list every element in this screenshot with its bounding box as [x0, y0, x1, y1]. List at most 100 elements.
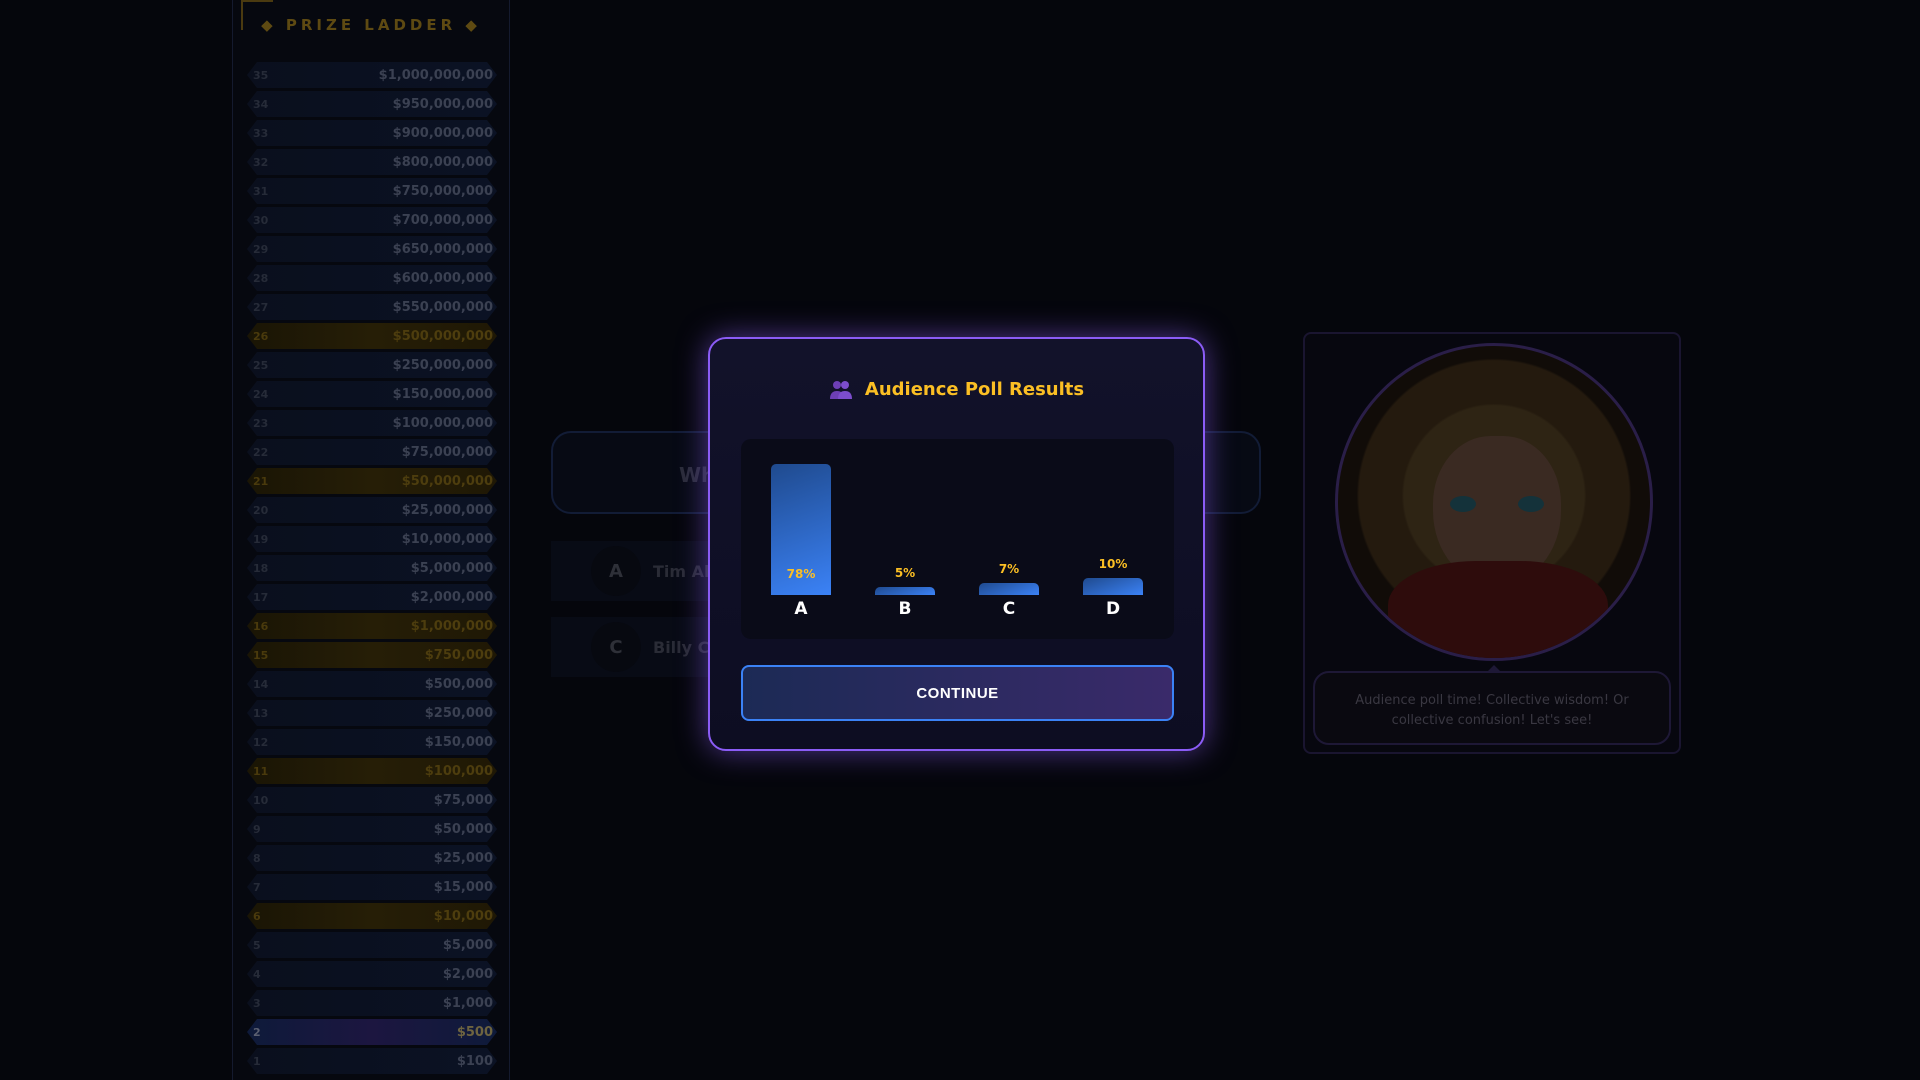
bar-category-label: A: [794, 599, 808, 619]
level-number: 22: [253, 445, 269, 459]
level-prize: $2,000,000: [410, 589, 493, 605]
bar-percent-label: 7%: [998, 562, 1020, 577]
level-number: 27: [253, 300, 269, 314]
bar-percent-label: 10%: [1098, 557, 1128, 572]
bar-C: [979, 583, 1039, 595]
level-prize: $10,000,000: [401, 531, 493, 547]
level-prize: $900,000,000: [392, 125, 493, 141]
level-prize: $1,000,000,000: [378, 67, 493, 83]
ladder-level-20: 20 $25,000,000: [247, 497, 497, 523]
level-prize: $25,000,000: [401, 502, 493, 518]
level-prize: $600,000,000: [392, 270, 493, 286]
level-prize: $150,000: [424, 734, 493, 750]
level-number: 9: [253, 822, 261, 836]
level-prize: $700,000,000: [392, 212, 493, 228]
level-number: 17: [253, 590, 269, 604]
level-number: 35: [253, 68, 269, 82]
ladder-level-14: 14 $500,000: [247, 671, 497, 697]
ladder-level-24: 24 $150,000,000: [247, 381, 497, 407]
host-speech-bubble: Audience poll time! Collective wisdom! O…: [1313, 665, 1671, 745]
ladder-rows: 35 $1,000,000,000 34 $950,000,000 33 $900,000…: [247, 62, 497, 1077]
level-prize: $5,000,000: [410, 560, 493, 576]
prize-ladder: ◆ PRIZE LADDER ◆ 35 $1,000,000,000 34 $950,…: [232, 0, 510, 1080]
level-prize: $5,000: [442, 937, 493, 953]
level-prize: $250,000: [424, 705, 493, 721]
level-number: 19: [253, 532, 269, 546]
level-prize: $500,000: [424, 676, 493, 692]
level-prize: $100,000: [424, 763, 493, 779]
answer-text: Tim All: [653, 561, 715, 581]
ladder-level-16: 16 $1,000,000: [247, 613, 497, 639]
ladder-level-9: 9 $50,000: [247, 816, 497, 842]
level-prize: $650,000,000: [392, 241, 493, 257]
ladder-level-12: 12 $150,000: [247, 729, 497, 755]
ladder-level-21: 21 $50,000,000: [247, 468, 497, 494]
people-icon: [829, 380, 852, 399]
level-prize: $500: [456, 1024, 493, 1040]
bar-D: [1083, 578, 1143, 595]
level-number: 24: [253, 387, 269, 401]
level-prize: $550,000,000: [392, 299, 493, 315]
bar-category-label: C: [1002, 599, 1016, 619]
ladder-title: ◆ PRIZE LADDER ◆: [261, 16, 481, 34]
level-number: 12: [253, 735, 269, 749]
ladder-level-33: 33 $900,000,000: [247, 120, 497, 146]
level-number: 25: [253, 358, 269, 372]
level-number: 8: [253, 851, 261, 865]
level-number: 11: [253, 764, 269, 778]
bar-percent-label: 78%: [786, 567, 816, 581]
level-prize: $75,000: [433, 792, 493, 808]
level-prize: $75,000,000: [401, 444, 493, 460]
ladder-level-22: 22 $75,000,000: [247, 439, 497, 465]
ladder-level-5: 5 $5,000: [247, 932, 497, 958]
level-number: 7: [253, 880, 261, 894]
level-number: 31: [253, 184, 269, 198]
level-prize: $250,000,000: [392, 357, 493, 373]
ladder-level-1: 1 $100: [247, 1048, 497, 1074]
ladder-level-6: 6 $10,000: [247, 903, 497, 929]
corner-decoration: [241, 0, 273, 30]
level-prize: $750,000: [424, 647, 493, 663]
level-number: 18: [253, 561, 269, 575]
poll-chart: 78% A 5% B 7% C 10% D: [741, 439, 1174, 639]
ladder-level-11: 11 $100,000: [247, 758, 497, 784]
level-number: 4: [253, 967, 261, 981]
level-prize: $500,000,000: [392, 328, 493, 344]
level-number: 28: [253, 271, 269, 285]
bar-category-label: D: [1105, 599, 1121, 619]
level-prize: $50,000,000: [401, 473, 493, 489]
answer-letter: C: [591, 622, 641, 672]
modal-title: Audience Poll Results: [864, 379, 1085, 400]
level-prize: $100: [456, 1053, 493, 1069]
level-number: 26: [253, 329, 269, 343]
ladder-level-2: 2 $500: [247, 1019, 497, 1045]
ladder-level-34: 34 $950,000,000: [247, 91, 497, 117]
ladder-level-23: 23 $100,000,000: [247, 410, 497, 436]
ladder-level-30: 30 $700,000,000: [247, 207, 497, 233]
level-number: 1: [253, 1054, 261, 1068]
level-number: 33: [253, 126, 269, 140]
level-prize: $750,000,000: [392, 183, 493, 199]
ladder-level-26: 26 $500,000,000: [247, 323, 497, 349]
bar-category-label: B: [898, 599, 912, 619]
level-number: 34: [253, 97, 269, 111]
continue-button[interactable]: CONTINUE: [741, 665, 1174, 721]
level-number: 6: [253, 909, 261, 923]
modal-header: Audience Poll Results: [710, 379, 1203, 400]
ladder-level-7: 7 $15,000: [247, 874, 497, 900]
ladder-level-13: 13 $250,000: [247, 700, 497, 726]
level-number: 32: [253, 155, 269, 169]
ladder-level-18: 18 $5,000,000: [247, 555, 497, 581]
level-number: 30: [253, 213, 269, 227]
level-prize: $1,000: [442, 995, 493, 1011]
ladder-level-25: 25 $250,000,000: [247, 352, 497, 378]
level-number: 21: [253, 474, 269, 488]
level-number: 5: [253, 938, 261, 952]
level-prize: $1,000,000: [410, 618, 493, 634]
host-panel: Audience poll time! Collective wisdom! O…: [1303, 332, 1681, 754]
level-prize: $100,000,000: [392, 415, 493, 431]
level-number: 2: [253, 1025, 261, 1039]
level-number: 13: [253, 706, 269, 720]
host-avatar: [1335, 343, 1653, 661]
level-number: 15: [253, 648, 269, 662]
